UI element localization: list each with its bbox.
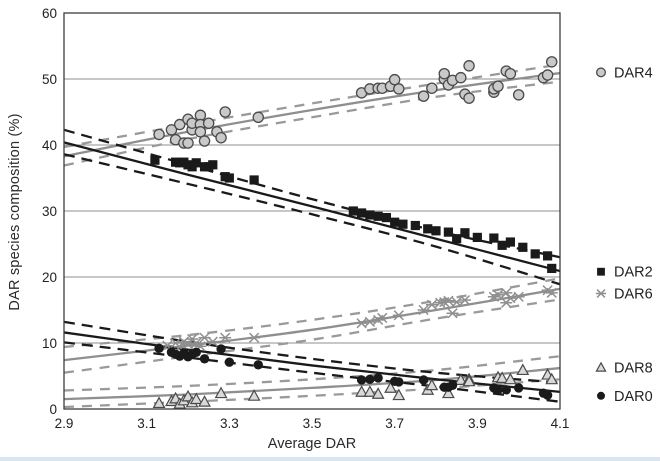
- series-DAR2-lines: [63, 128, 561, 286]
- legend-item-DAR2: DAR2: [597, 265, 653, 281]
- legend-label-DAR8: DAR8: [614, 360, 653, 376]
- legend-label-DAR2: DAR2: [614, 265, 653, 281]
- y-tick-labels: 0 10 20 30 40 50 60: [42, 6, 57, 417]
- legend: DAR4 DAR2 DAR6 DAR8 DAR0: [595, 65, 653, 405]
- legend-item-DAR8: DAR8: [595, 360, 653, 376]
- y-axis-title: DAR species composition (%): [7, 113, 23, 311]
- y-tick-label: 60: [42, 6, 57, 21]
- legend-label-DAR6: DAR6: [614, 287, 653, 303]
- series-DAR4-lines: [63, 63, 561, 167]
- legend-item-DAR6: DAR6: [595, 287, 653, 303]
- x-tick-label: 3.7: [385, 416, 404, 431]
- x-tick-labels: 2.9 3.1 3.3 3.5 3.7 3.9 4.1: [55, 416, 570, 431]
- legend-label-DAR0: DAR0: [614, 389, 653, 405]
- y-tick-label: 0: [49, 402, 57, 417]
- y-tick-label: 50: [42, 72, 57, 87]
- legend-item-DAR0: DAR0: [597, 389, 653, 405]
- x-tick-label: 2.9: [55, 416, 74, 431]
- series-DAR8-points: [152, 363, 559, 409]
- x-tick-label: 3.1: [137, 416, 156, 431]
- x-tick-label: 4.1: [551, 416, 570, 431]
- series-DAR6-lines: [63, 277, 561, 374]
- plot-border: [63, 12, 561, 410]
- x-tick-label: 3.3: [220, 416, 239, 431]
- legend-item-DAR4: DAR4: [596, 65, 653, 81]
- y-tick-label: 30: [42, 204, 57, 219]
- y-tick-label: 20: [42, 270, 57, 285]
- y-tick-label: 10: [42, 336, 57, 351]
- series-DAR0-points: [154, 343, 553, 400]
- gridlines: [64, 78, 560, 344]
- x-tick-label: 3.5: [303, 416, 322, 431]
- series-DAR2-points: [150, 155, 557, 274]
- y-tick-label: 40: [42, 138, 57, 153]
- page-edge-strip: [0, 457, 660, 461]
- series-DAR4-points: [153, 56, 558, 149]
- legend-label-DAR4: DAR4: [614, 65, 653, 81]
- series-DAR0-lines: [63, 320, 561, 403]
- x-tick-label: 3.9: [468, 416, 487, 431]
- series-DAR6-points: [161, 285, 558, 353]
- x-axis-title: Average DAR: [267, 436, 357, 452]
